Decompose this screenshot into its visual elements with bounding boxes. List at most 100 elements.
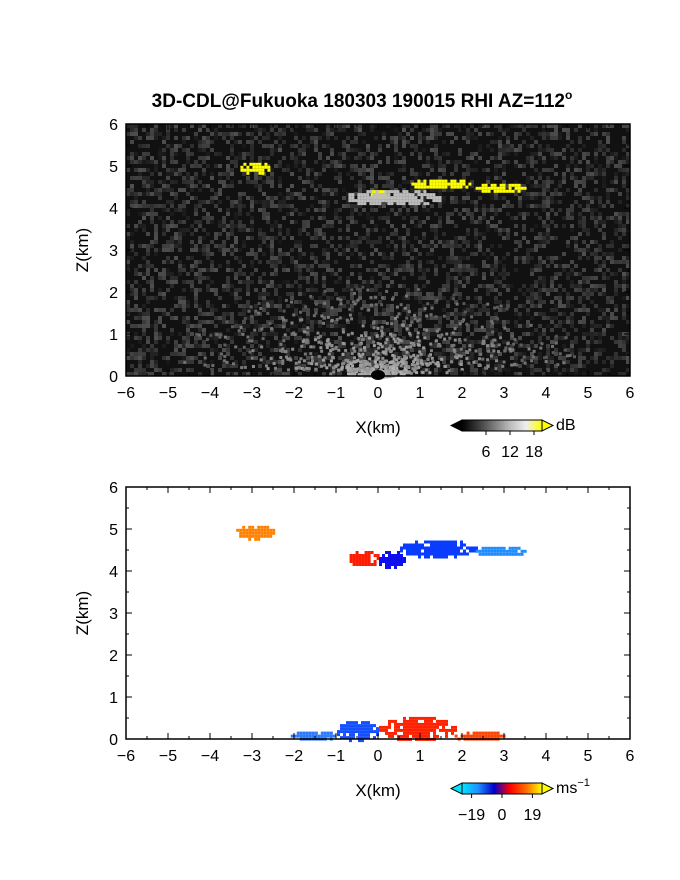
- noise-pixel: [578, 248, 582, 252]
- noise-pixel: [146, 244, 150, 248]
- ground-echo-pixel: [230, 325, 234, 329]
- ground-echo-pixel: [295, 366, 299, 370]
- noise-pixel: [450, 372, 454, 376]
- noise-pixel: [486, 312, 490, 316]
- noise-pixel: [394, 268, 398, 272]
- noise-pixel: [546, 216, 550, 220]
- noise-pixel: [430, 260, 434, 264]
- noise-pixel: [538, 260, 542, 264]
- noise-pixel: [550, 236, 554, 240]
- noise-pixel: [458, 284, 462, 288]
- noise-pixel: [202, 320, 206, 324]
- noise-pixel: [130, 372, 134, 376]
- noise-pixel: [162, 208, 166, 212]
- noise-pixel: [542, 192, 546, 196]
- noise-pixel: [474, 328, 478, 332]
- echo-pixel: [260, 531, 264, 535]
- noise-pixel: [474, 220, 478, 224]
- x-tick-label: 6: [626, 385, 635, 402]
- noise-pixel: [590, 164, 594, 168]
- noise-pixel: [206, 144, 210, 148]
- ground-echo-pixel: [299, 310, 303, 314]
- echo-pixel: [361, 560, 365, 563]
- echo-pixel: [385, 557, 388, 560]
- noise-pixel: [554, 288, 558, 292]
- noise-pixel: [486, 360, 490, 364]
- noise-pixel: [614, 304, 618, 308]
- noise-pixel: [438, 192, 442, 196]
- ground-echo-pixel: [484, 335, 488, 339]
- noise-pixel: [502, 256, 506, 260]
- noise-pixel: [602, 232, 606, 236]
- echo-feature: [348, 190, 442, 206]
- noise-pixel: [218, 344, 222, 348]
- noise-pixel: [162, 156, 166, 160]
- ground-echo-pixel: [294, 361, 298, 365]
- ground-echo-pixel: [374, 303, 378, 307]
- noise-pixel: [230, 124, 234, 128]
- ground-echo-pixel: [394, 371, 398, 375]
- echo-pixel: [475, 186, 479, 190]
- noise-pixel: [594, 196, 598, 200]
- noise-pixel: [126, 336, 130, 340]
- ground-echo-pixel: [380, 334, 384, 338]
- noise-pixel: [202, 156, 206, 160]
- noise-pixel: [170, 352, 174, 356]
- noise-pixel: [438, 128, 442, 132]
- ground-echo-pixel: [457, 338, 461, 342]
- noise-pixel: [278, 180, 282, 184]
- noise-pixel: [518, 352, 522, 356]
- noise-pixel: [318, 360, 322, 364]
- noise-pixel: [430, 188, 434, 192]
- noise-pixel: [622, 272, 626, 276]
- noise-pixel: [374, 208, 378, 212]
- noise-pixel: [370, 340, 374, 344]
- noise-pixel: [342, 164, 346, 168]
- noise-pixel: [622, 232, 626, 236]
- noise-pixel: [322, 332, 326, 336]
- noise-pixel: [266, 332, 270, 336]
- noise-pixel: [614, 260, 618, 264]
- echo-pixel: [421, 552, 424, 556]
- noise-pixel: [498, 272, 502, 276]
- noise-pixel: [578, 136, 582, 140]
- ground-echo-pixel: [303, 330, 307, 334]
- noise-pixel: [522, 332, 526, 336]
- noise-pixel: [162, 308, 166, 312]
- noise-pixel: [474, 236, 478, 240]
- noise-pixel: [506, 300, 510, 304]
- noise-pixel: [462, 352, 466, 356]
- noise-pixel: [270, 280, 274, 284]
- ground-echo-pixel: [401, 361, 405, 365]
- noise-pixel: [222, 248, 226, 252]
- noise-pixel: [142, 152, 146, 156]
- noise-pixel: [474, 296, 478, 300]
- noise-pixel: [526, 296, 530, 300]
- noise-pixel: [174, 340, 178, 344]
- noise-pixel: [270, 360, 274, 364]
- noise-pixel: [262, 216, 266, 220]
- noise-pixel: [554, 364, 558, 368]
- noise-pixel: [430, 168, 434, 172]
- noise-pixel: [330, 164, 334, 168]
- noise-pixel: [622, 308, 626, 312]
- ground-echo-pixel: [430, 356, 434, 360]
- noise-pixel: [594, 216, 598, 220]
- echo-pixel: [469, 549, 472, 553]
- noise-pixel: [390, 240, 394, 244]
- ground-echo-pixel: [359, 355, 363, 359]
- ground-echo-pixel: [329, 359, 333, 363]
- echo-pixel: [408, 202, 412, 206]
- noise-pixel: [330, 244, 334, 248]
- noise-pixel: [402, 336, 406, 340]
- ground-echo-pixel: [385, 321, 389, 325]
- noise-pixel: [194, 248, 198, 252]
- noise-pixel: [286, 336, 290, 340]
- noise-pixel: [430, 240, 434, 244]
- noise-pixel: [298, 212, 302, 216]
- echo-pixel: [363, 199, 367, 203]
- noise-pixel: [194, 228, 198, 232]
- echo-pixel: [451, 540, 454, 544]
- noise-pixel: [466, 336, 470, 340]
- noise-pixel: [430, 128, 434, 132]
